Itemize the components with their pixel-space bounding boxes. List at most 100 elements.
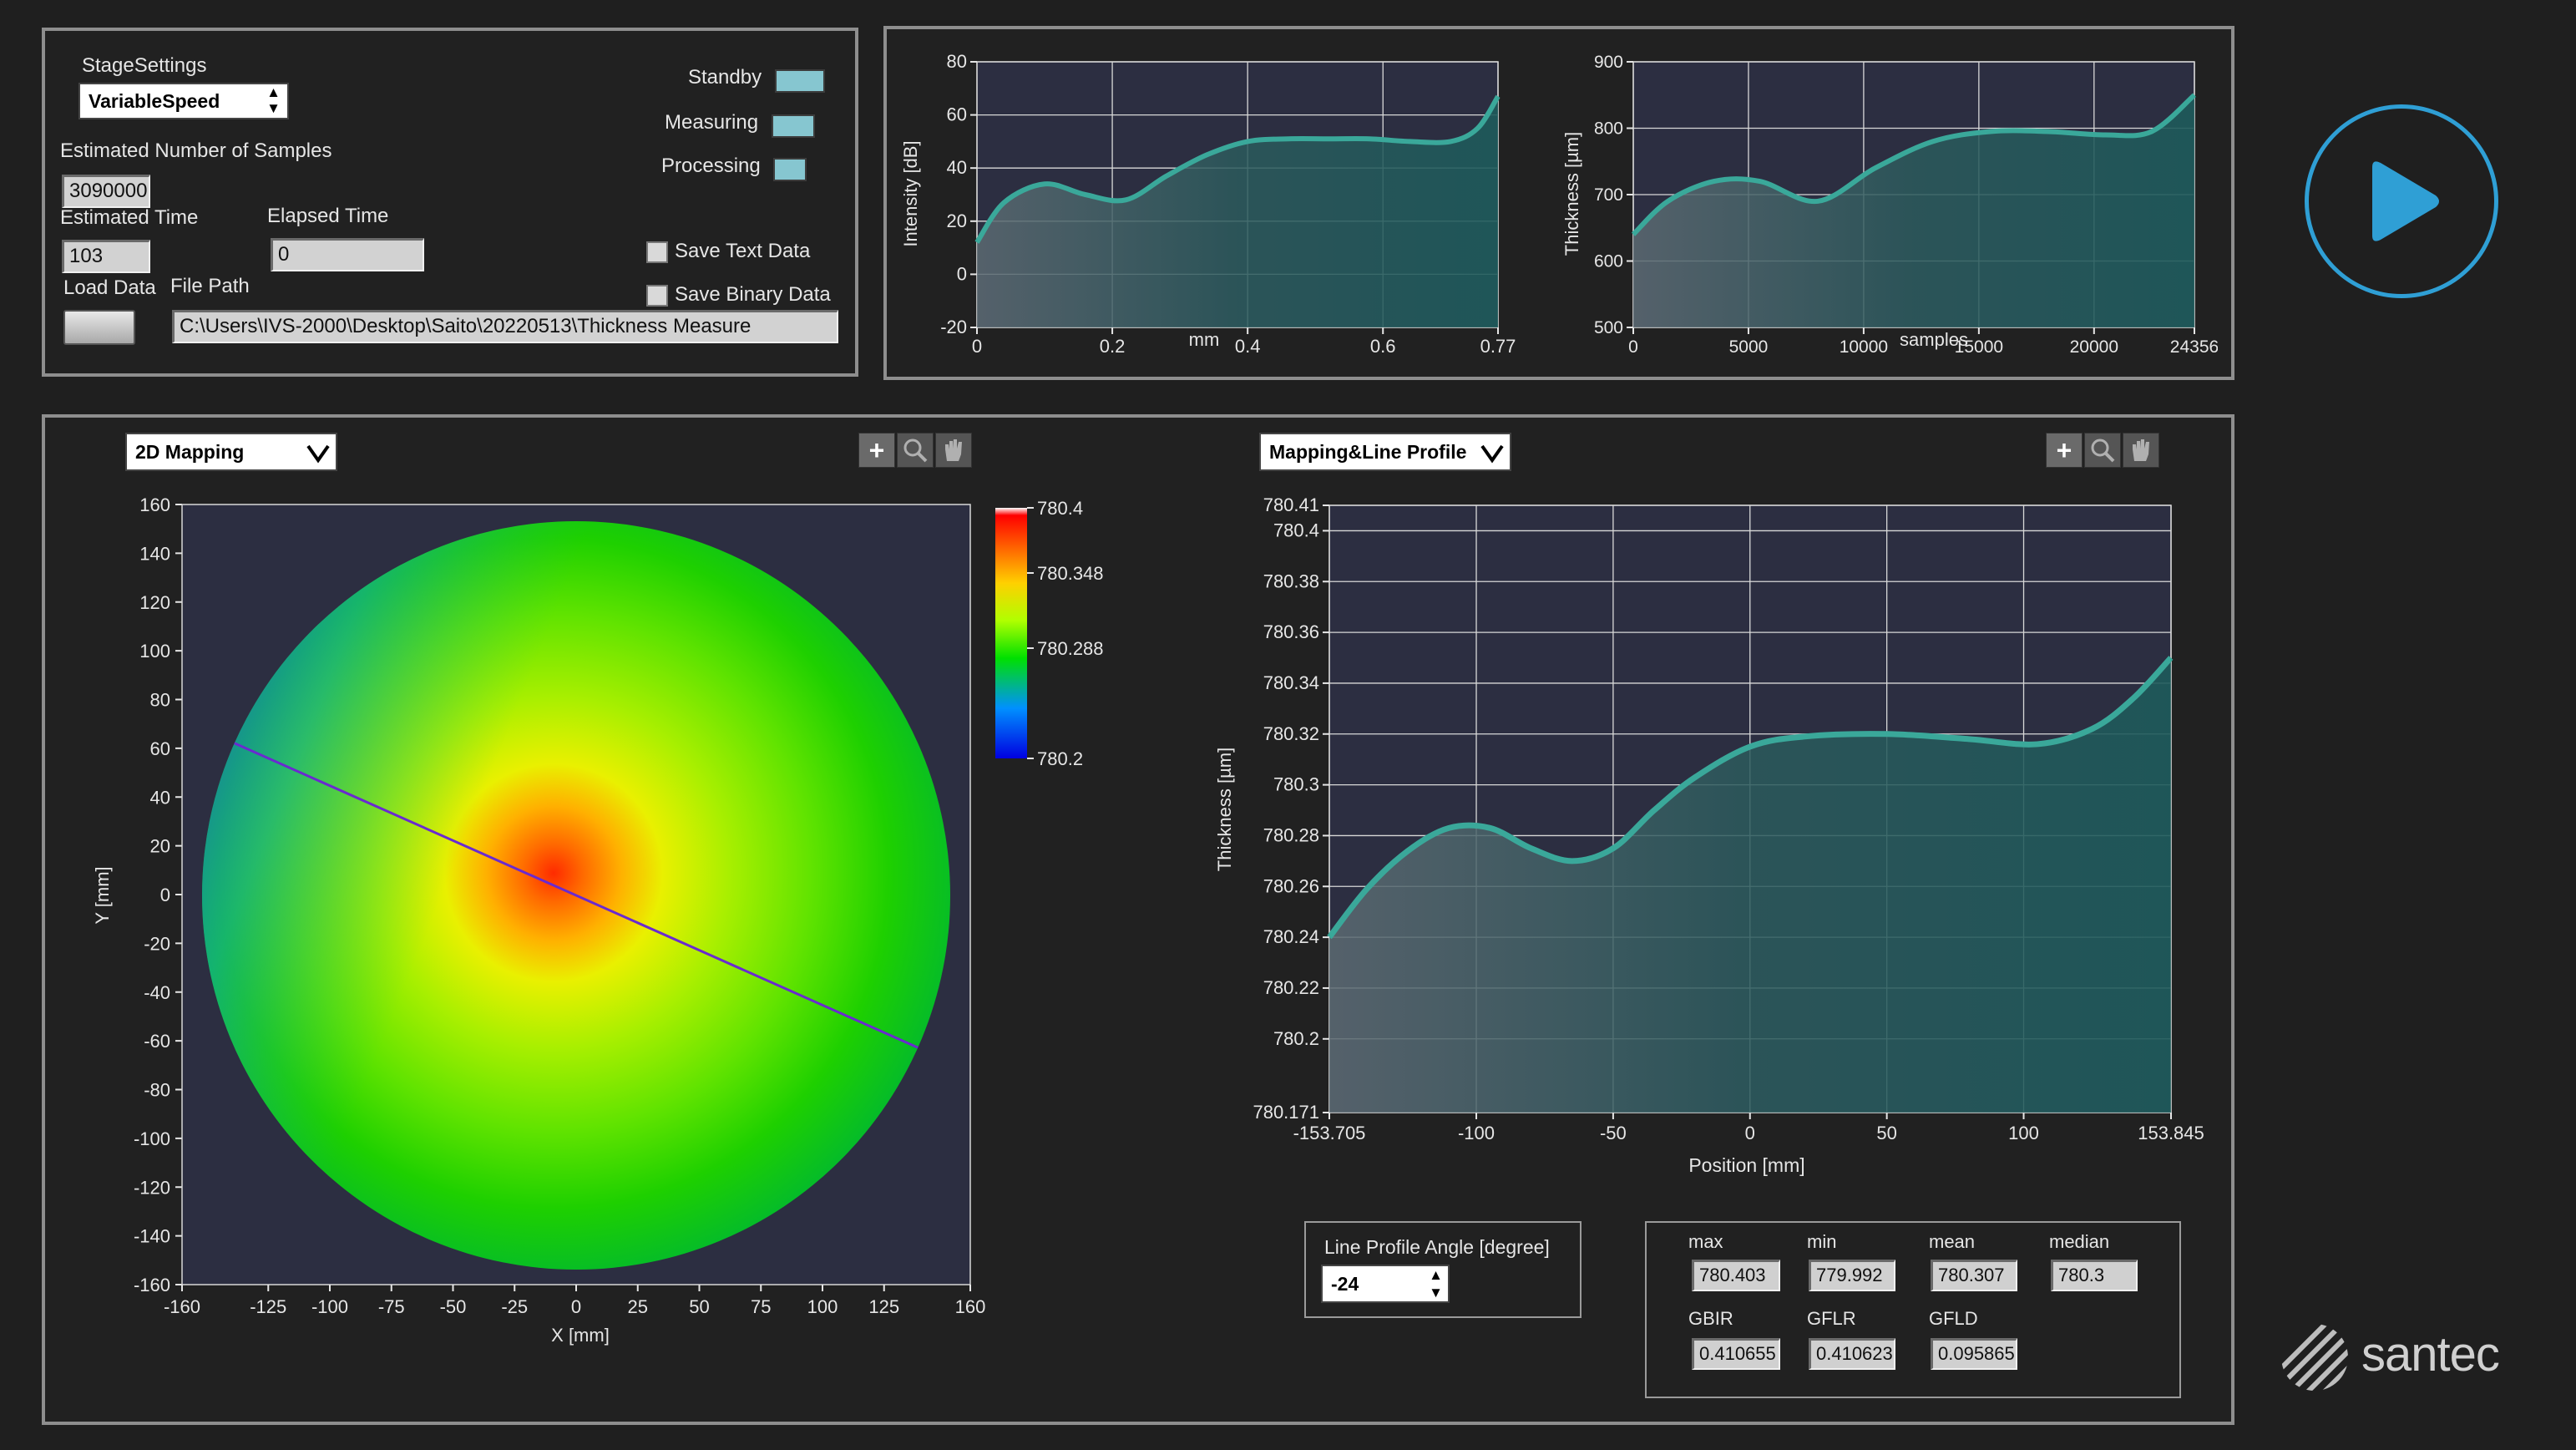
profile-mode-value: Mapping&Line Profile <box>1269 441 1467 463</box>
y-tick-label: 780.32 <box>1263 723 1319 744</box>
map-y-tick-label: -20 <box>144 933 170 954</box>
y-tick-label: 20 <box>947 210 967 231</box>
standby-indicator <box>775 69 825 93</box>
map-x-tick-label: -25 <box>501 1296 528 1317</box>
y-tick-label: 800 <box>1594 119 1623 139</box>
thickness-samples-curve <box>1631 93 2197 236</box>
profile-x-axis-label: Position [mm] <box>1688 1154 1804 1176</box>
map-x-tick-label: -100 <box>311 1296 348 1317</box>
x-tick-label: 24356 <box>2170 337 2218 352</box>
stage-settings-value: VariableSpeed <box>89 90 220 112</box>
stage-control-panel: StageSettings VariableSpeed ▲ ▼ Estimated… <box>42 28 858 377</box>
thickness-samples-y-axis-label: Thickness [µm] <box>1561 132 1582 256</box>
gbir-field: 0.410655 <box>1692 1338 1780 1370</box>
load-data-button[interactable] <box>63 310 135 345</box>
santec-logo: santec <box>2280 1313 2530 1397</box>
chevron-down-icon <box>306 439 331 474</box>
profile-curve <box>1327 656 2174 940</box>
santec-logo-icon <box>2281 1324 2348 1391</box>
est-samples-field: 3090000 <box>62 175 150 208</box>
gfld-field: 0.095865 <box>1931 1338 2017 1370</box>
profile-crosshair-tool[interactable]: + <box>2046 433 2083 468</box>
measuring-label: Measuring <box>665 111 759 134</box>
mapping-mode-value: 2D Mapping <box>135 441 245 463</box>
mapping-mode-select[interactable]: 2D Mapping <box>125 433 337 471</box>
x-tick-label: 50 <box>1876 1123 1896 1143</box>
x-tick-label: 0 <box>1745 1123 1755 1143</box>
thickness-samples-area <box>1633 94 2194 327</box>
max-label: max <box>1688 1231 1723 1252</box>
y-tick-label: 780.41 <box>1263 494 1319 515</box>
line-profile-chart: 780.41 780.4 780.38 780.36 780.34 780.32 780.3… <box>1214 494 2204 1176</box>
map-y-tick-label: 20 <box>150 836 170 857</box>
x-tick-label: -100 <box>1458 1123 1495 1143</box>
map-y-tick-label: -40 <box>144 982 170 1003</box>
intensity-x-axis-label: mm <box>1189 329 1220 350</box>
y-tick-label: 780.26 <box>1263 875 1319 896</box>
x-tick-label: 0 <box>972 336 982 352</box>
profile-mode-select[interactable]: Mapping&Line Profile <box>1259 433 1511 471</box>
median-field: 780.3 <box>2051 1260 2138 1291</box>
processing-indicator <box>773 158 807 181</box>
map-x-tick-label: 50 <box>689 1296 709 1317</box>
median-label: median <box>2049 1231 2110 1252</box>
file-path-field[interactable]: C:\Users\IVS-2000\Desktop\Saito\20220513… <box>172 310 838 343</box>
x-tick-label: -153.705 <box>1293 1123 1366 1143</box>
profile-zoom-icon[interactable] <box>2084 433 2121 468</box>
save-text-checkbox[interactable] <box>646 241 668 263</box>
y-tick-label: 500 <box>1594 318 1623 337</box>
map-x-tick-label: 25 <box>628 1296 648 1317</box>
intensity-curve <box>974 94 1501 244</box>
thickness-map-chart: 160 140 120 100 80 60 40 20 0 -20 -40 -60 -80 -100 -12… <box>92 494 1104 1346</box>
map-x-axis-label: X [mm] <box>551 1325 610 1346</box>
x-tick-label: -50 <box>1600 1123 1627 1143</box>
y-tick-label: 780.3 <box>1273 774 1319 795</box>
elapsed-time-label: Elapsed Time <box>267 205 389 227</box>
est-samples-label: Estimated Number of Samples <box>60 139 332 162</box>
spin-arrows-icon[interactable]: ▲ ▼ <box>1429 1267 1443 1300</box>
start-button[interactable] <box>2305 104 2498 298</box>
gflr-label: GFLR <box>1807 1308 1856 1329</box>
map-x-tick-label: 0 <box>571 1296 581 1317</box>
map-y-tick-label: 160 <box>139 494 170 515</box>
x-tick-label: 0 <box>1628 337 1638 352</box>
elapsed-time-field: 0 <box>271 238 424 271</box>
x-tick-label: 20000 <box>2070 337 2118 352</box>
stage-settings-select[interactable]: VariableSpeed ▲ ▼ <box>78 83 289 119</box>
max-field: 780.403 <box>1692 1260 1780 1291</box>
y-tick-label: 900 <box>1594 53 1623 72</box>
est-time-field: 103 <box>62 240 150 273</box>
y-tick-label: 780.4 <box>1273 520 1319 540</box>
x-tick-label: 0.77 <box>1480 336 1516 352</box>
map-y-tick-label: 40 <box>150 787 170 808</box>
y-tick-label: 40 <box>947 157 967 178</box>
colorbar-tick-label: 780.288 <box>1037 638 1104 659</box>
map-zoom-icon[interactable] <box>897 433 934 468</box>
map-y-tick-label: -160 <box>134 1275 170 1295</box>
save-binary-checkbox[interactable] <box>646 285 668 307</box>
map-y-tick-label: -100 <box>134 1128 170 1149</box>
y-tick-label: 780.38 <box>1263 570 1319 591</box>
x-tick-label: 153.845 <box>2138 1123 2204 1143</box>
colorbar-tick-label: 780.348 <box>1037 563 1104 584</box>
angle-stepper[interactable]: -24 ▲ ▼ <box>1321 1265 1450 1303</box>
map-y-tick-label: -60 <box>144 1031 170 1052</box>
map-pan-hand-icon[interactable] <box>935 433 972 468</box>
x-tick-label: 5000 <box>1729 337 1769 352</box>
y-tick-label: 80 <box>947 51 967 72</box>
x-tick-label: 10000 <box>1840 337 1888 352</box>
colorbar-tick-label: 780.2 <box>1037 748 1083 769</box>
save-text-label: Save Text Data <box>675 240 811 262</box>
map-x-tick-label: 75 <box>751 1296 771 1317</box>
line-profile-indicator <box>234 742 919 1049</box>
spin-arrows-icon[interactable]: ▲ ▼ <box>266 84 281 116</box>
map-x-tick-label: -50 <box>440 1296 467 1317</box>
angle-value: -24 <box>1331 1273 1359 1295</box>
map-x-tick-label: -75 <box>378 1296 405 1317</box>
profile-pan-hand-icon[interactable] <box>2123 433 2159 468</box>
min-label: min <box>1807 1231 1837 1252</box>
map-crosshair-tool[interactable]: + <box>858 433 895 468</box>
angle-control-box: Line Profile Angle [degree] -24 ▲ ▼ <box>1304 1221 1582 1318</box>
map-y-tick-label: -140 <box>134 1226 170 1247</box>
gfld-label: GFLD <box>1929 1308 1978 1329</box>
